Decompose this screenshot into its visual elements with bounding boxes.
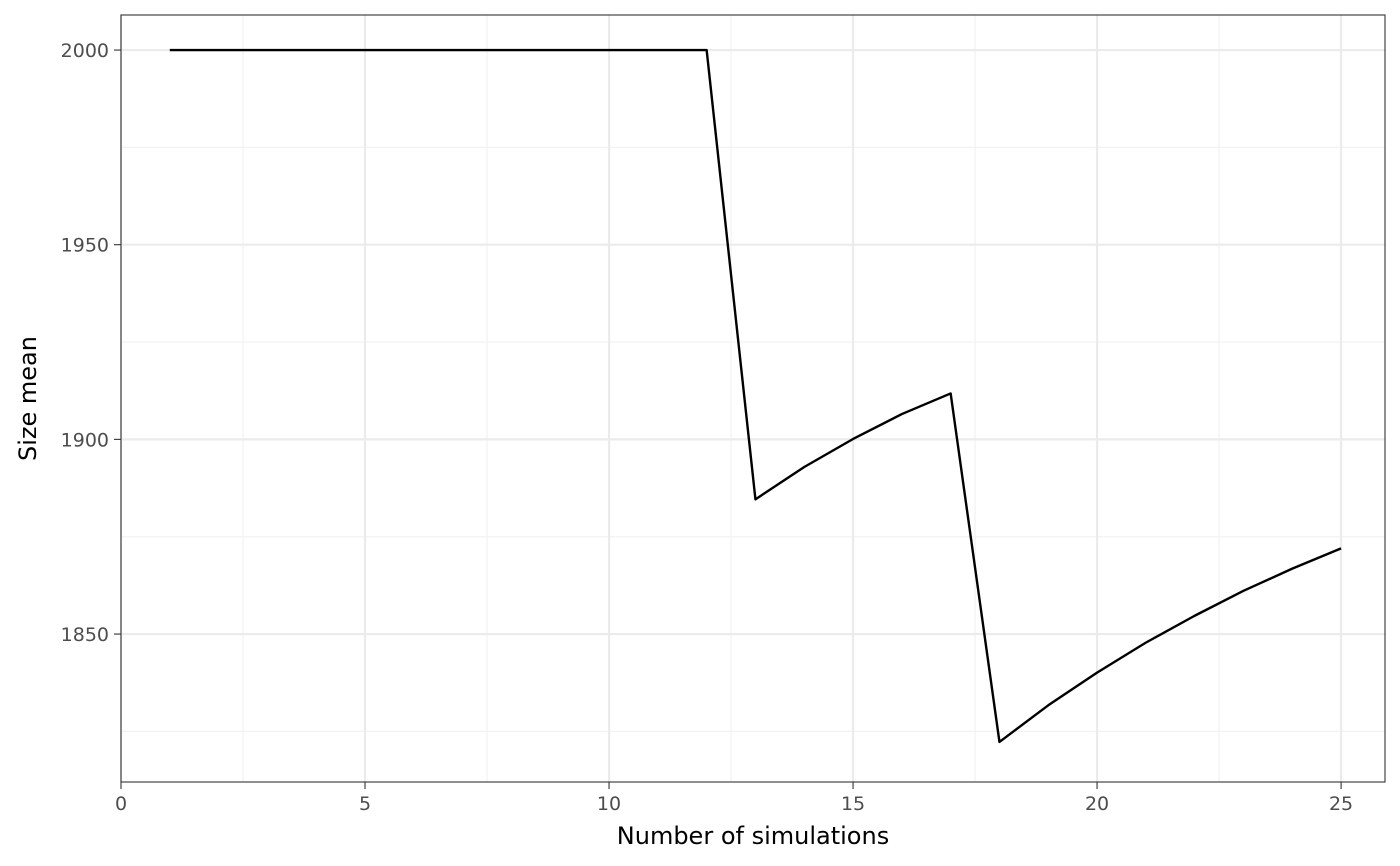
x-axis-title: Number of simulations — [617, 822, 889, 850]
x-tick-label: 0 — [115, 793, 127, 815]
x-tick-label: 5 — [359, 793, 371, 815]
minor-gridlines — [121, 15, 1385, 782]
y-tick-label: 1900 — [61, 429, 109, 451]
y-tick-label: 1850 — [61, 624, 109, 646]
y-tick-label: 2000 — [61, 40, 109, 62]
x-tick-label: 25 — [1329, 793, 1353, 815]
axis-ticks — [114, 49, 1342, 789]
x-tick-label: 10 — [597, 793, 621, 815]
y-axis-title: Size mean — [14, 336, 42, 461]
x-tick-label: 15 — [841, 793, 865, 815]
plot-panel-border — [120, 14, 1386, 783]
x-tick-label: 20 — [1085, 793, 1109, 815]
y-tick-label: 1950 — [61, 235, 109, 257]
tick-labels: 0 5 10 15 20 25 1850 1900 1950 2000 — [61, 40, 1354, 815]
series-line — [169, 48, 1342, 744]
